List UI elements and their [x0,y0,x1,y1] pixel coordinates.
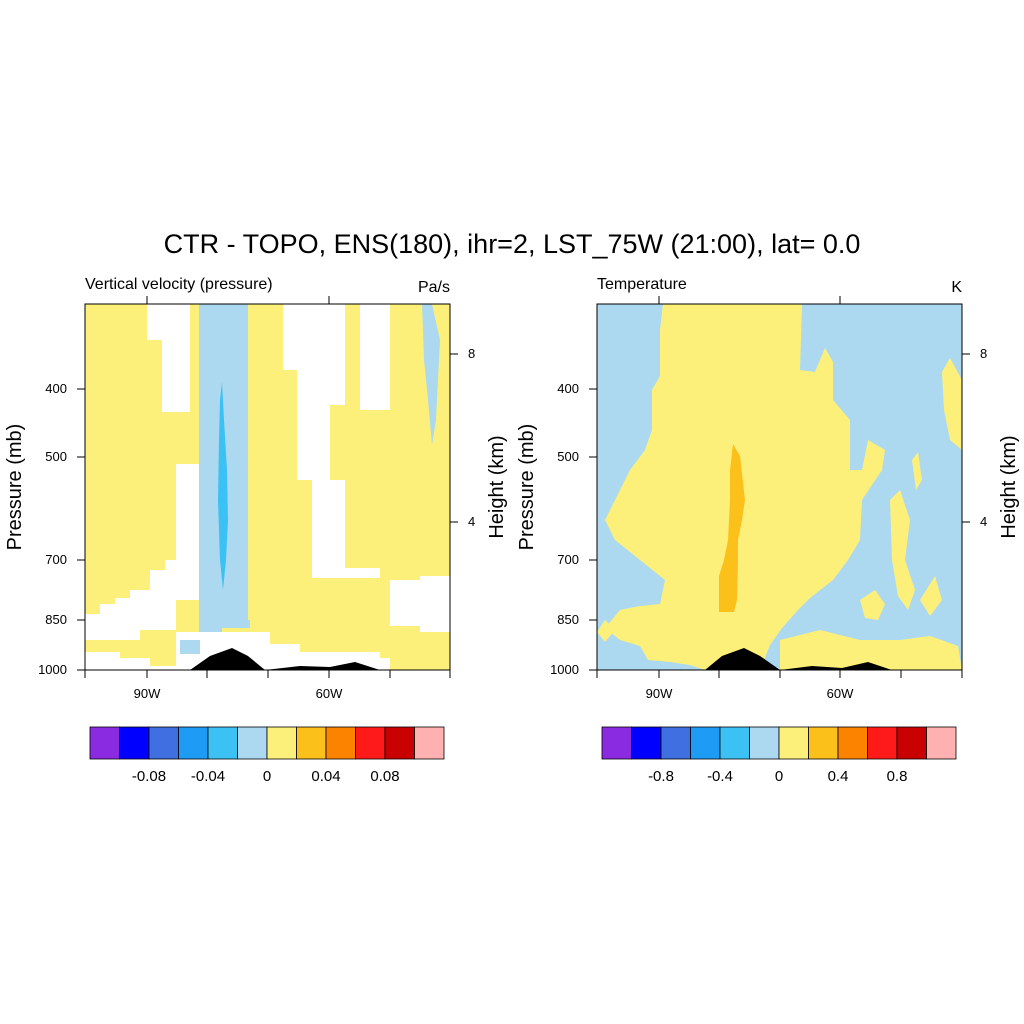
y-tick-label: 850 [45,612,67,627]
y-axis-label-left: Pressure (mb) [516,424,538,551]
colorbar-label: 0 [263,768,271,785]
colorbar-swatch [148,726,179,760]
field-neutral-region [283,304,380,578]
x-tick-label: 90W [646,686,673,701]
colorbar-label: 0.8 [887,768,908,785]
y-axis-label-right: Height (km) [486,435,508,538]
colorbar-swatch [896,726,927,760]
colorbar-label: 0.04 [311,768,340,785]
colorbar-swatch [837,726,868,760]
field-positive-region [780,630,962,670]
colorbar-label: -0.08 [132,768,166,785]
panel-vertical-velocity: Vertical velocity (pressure) Pa/s [4,276,508,785]
field-positive-region [942,358,962,450]
colorbar-swatch [384,726,415,760]
panel-left-title: Vertical velocity (pressure) [85,276,273,293]
colorbar-swatch [808,726,839,760]
plot-area-right: 90W 60W 400 500 700 850 1000 8 4 [550,296,987,701]
colorbar-left [89,726,445,760]
y-tick-label: 700 [557,552,579,567]
field-negative-region [222,620,250,628]
colorbar-swatch [867,726,898,760]
colorbar-swatch [719,726,750,760]
y-tick-label: 1000 [38,662,67,677]
panel-left-units: Pa/s [418,279,450,296]
field-neutral-region [85,652,176,670]
height-tick-label: 4 [468,514,475,529]
colorbar-swatch [926,726,957,760]
field-neutral-region [390,576,450,632]
colorbar-swatch [89,726,120,760]
y-tick-label: 850 [557,612,579,627]
height-tick-label: 8 [468,346,475,361]
field-positive-core [719,444,745,612]
colorbar-swatch [631,726,662,760]
height-tick-label: 8 [980,346,987,361]
colorbar-swatch [325,726,356,760]
colorbar-swatch [178,726,209,760]
panel-right-units: K [951,279,962,296]
colorbar-label: 0.08 [370,768,399,785]
field-positive-region [605,304,885,670]
panel-right-title: Temperature [597,276,687,293]
colorbar-swatch [355,726,386,760]
y-tick-label: 500 [45,449,67,464]
field-positive-region [597,620,615,642]
colorbar-right [601,726,957,760]
colorbar-label: -0.8 [648,768,674,785]
colorbar-swatch [237,726,268,760]
field-positive-region [860,590,885,620]
colorbar-swatch [266,726,297,760]
y-tick-label: 700 [45,552,67,567]
topography [190,648,380,670]
colorbar-label: -0.04 [191,768,225,785]
colorbar-swatch [414,726,445,760]
field-neutral-region [147,304,190,412]
field-negative-region [180,640,200,654]
colorbar-swatch [296,726,327,760]
field-positive-region [912,452,922,490]
colorbar-swatch [601,726,632,760]
field-negative-core [218,382,228,590]
y-tick-label: 400 [45,381,67,396]
colorbar-swatch [119,726,150,760]
x-tick-label: 60W [316,686,343,701]
height-tick-label: 4 [980,514,987,529]
colorbar-label: 0.4 [828,768,849,785]
y-axis-label-left: Pressure (mb) [4,424,26,551]
colorbar-label: 0 [775,768,783,785]
field-positive-region [920,576,942,616]
colorbar-swatch [749,726,780,760]
x-tick-label: 90W [134,686,161,701]
field-neutral-region [85,560,176,640]
y-tick-label: 400 [557,381,579,396]
field-negative-region [422,304,440,445]
x-tick-label: 60W [827,686,854,701]
figure-title: CTR - TOPO, ENS(180), ihr=2, LST_75W (21… [164,229,861,259]
field-positive-region [890,490,915,610]
colorbar-swatch [660,726,691,760]
y-tick-label: 500 [557,449,579,464]
colorbar-swatch [778,726,809,760]
colorbar-label: -0.4 [707,768,733,785]
y-tick-label: 1000 [550,662,579,677]
panel-temperature: Temperature K 90 [516,276,1020,785]
colorbar-swatch [690,726,721,760]
field-neutral-region [360,304,390,410]
plot-area-left: 90W 60W 400 500 700 850 1000 8 4 [38,296,475,701]
colorbar-swatch [207,726,238,760]
topography [705,648,892,670]
y-axis-label-right: Height (km) [998,435,1020,538]
